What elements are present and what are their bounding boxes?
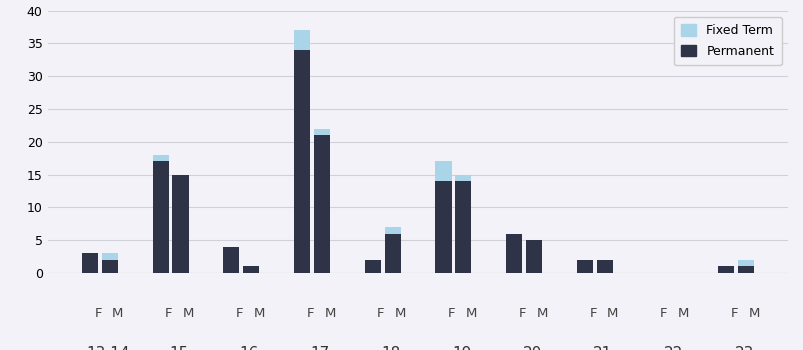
Bar bbox=[102, 260, 118, 273]
Bar bbox=[223, 247, 239, 273]
Bar bbox=[717, 266, 733, 273]
Text: F: F bbox=[659, 307, 666, 320]
Bar bbox=[153, 161, 169, 273]
Text: 22: 22 bbox=[663, 346, 683, 350]
Text: M: M bbox=[606, 307, 618, 320]
Text: F: F bbox=[730, 307, 737, 320]
Bar bbox=[525, 240, 541, 273]
Bar bbox=[365, 260, 381, 273]
Bar bbox=[506, 234, 522, 273]
Text: M: M bbox=[536, 307, 547, 320]
Bar bbox=[717, 266, 733, 273]
Bar bbox=[102, 253, 118, 273]
Bar bbox=[82, 253, 98, 273]
Text: M: M bbox=[748, 307, 759, 320]
Bar bbox=[384, 234, 400, 273]
Bar bbox=[294, 30, 310, 273]
Text: F: F bbox=[518, 307, 525, 320]
Text: 17: 17 bbox=[310, 346, 329, 350]
Bar bbox=[454, 175, 471, 273]
Bar bbox=[172, 175, 189, 273]
Text: 19: 19 bbox=[451, 346, 471, 350]
Bar bbox=[223, 247, 239, 273]
Text: F: F bbox=[377, 307, 384, 320]
Bar bbox=[313, 129, 329, 273]
Bar bbox=[294, 50, 310, 273]
Text: 20: 20 bbox=[522, 346, 541, 350]
Bar bbox=[506, 234, 522, 273]
Bar bbox=[365, 260, 381, 273]
Bar bbox=[435, 161, 451, 273]
Text: F: F bbox=[235, 307, 243, 320]
Text: F: F bbox=[94, 307, 102, 320]
Bar bbox=[384, 227, 400, 273]
Bar bbox=[82, 253, 98, 273]
Text: M: M bbox=[183, 307, 194, 320]
Text: F: F bbox=[306, 307, 313, 320]
Text: M: M bbox=[112, 307, 124, 320]
Bar bbox=[454, 181, 471, 273]
Text: M: M bbox=[324, 307, 336, 320]
Bar bbox=[596, 260, 612, 273]
Bar bbox=[737, 266, 753, 273]
Text: 18: 18 bbox=[381, 346, 400, 350]
Text: 15: 15 bbox=[169, 346, 188, 350]
Legend: Fixed Term, Permanent: Fixed Term, Permanent bbox=[673, 17, 781, 65]
Bar bbox=[153, 155, 169, 273]
Text: M: M bbox=[394, 307, 406, 320]
Bar bbox=[243, 266, 259, 273]
Text: F: F bbox=[589, 307, 596, 320]
Text: 13.14: 13.14 bbox=[86, 346, 129, 350]
Bar bbox=[435, 181, 451, 273]
Bar bbox=[172, 175, 189, 273]
Text: 21: 21 bbox=[593, 346, 612, 350]
Text: M: M bbox=[253, 307, 265, 320]
Bar bbox=[525, 240, 541, 273]
Bar bbox=[243, 266, 259, 273]
Text: F: F bbox=[165, 307, 173, 320]
Text: 23: 23 bbox=[734, 346, 753, 350]
Text: M: M bbox=[677, 307, 688, 320]
Text: F: F bbox=[447, 307, 454, 320]
Bar bbox=[313, 135, 329, 273]
Bar bbox=[737, 260, 753, 273]
Text: M: M bbox=[465, 307, 476, 320]
Bar bbox=[576, 260, 593, 273]
Bar bbox=[596, 260, 612, 273]
Bar bbox=[576, 260, 593, 273]
Text: 16: 16 bbox=[239, 346, 259, 350]
